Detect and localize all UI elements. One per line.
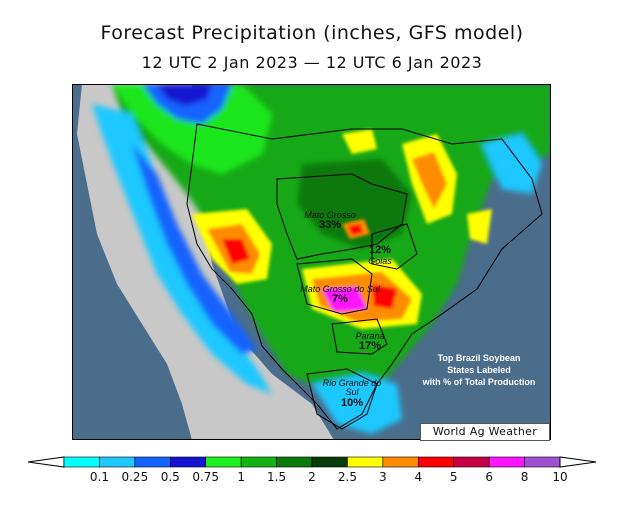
legend-tick-label: 3 [379, 470, 387, 484]
legend-tick-label: 1.5 [267, 470, 287, 484]
rain-red-rondonia [222, 239, 250, 264]
legend-tick-label: 0.5 [160, 470, 180, 484]
legend-tick-label: 2.5 [337, 470, 357, 484]
soybean-note: Top Brazil Soybean States Labeled with %… [404, 352, 554, 388]
note-line-1: Top Brazil Soybean [437, 353, 521, 363]
rain-deepblue-north [157, 84, 212, 106]
legend-swatch [347, 456, 384, 468]
mato-grosso-border [276, 173, 408, 260]
legend-tick-label: 0.1 [89, 470, 109, 484]
legend-tick-label: 0.25 [121, 470, 149, 484]
legend-swatch [99, 456, 136, 468]
legend-swatch [453, 456, 490, 468]
legend-swatch [311, 456, 348, 468]
rain-magenta-ms [322, 287, 367, 312]
legend-swatch [382, 456, 419, 468]
legend-swatch [524, 456, 561, 468]
rain-light-green [112, 84, 272, 174]
legend-tick-label: 4 [414, 470, 423, 484]
legend-swatch [417, 456, 455, 468]
legend-swatch [240, 456, 277, 468]
rain-red-ms [372, 284, 397, 309]
precipitation-legend [27, 456, 597, 468]
legend-tick-label: 6 [485, 470, 493, 484]
rain-yellow-north [342, 129, 377, 154]
legend-swatch [205, 456, 242, 468]
state-label-mato-grosso-do-sul: Mato Grosso do Sul 7% [300, 284, 380, 306]
rain-orange-ne [412, 152, 447, 209]
legend-swatch [276, 456, 313, 468]
parana-border [331, 318, 388, 355]
map-title: Forecast Precipitation (inches, GFS mode… [100, 22, 524, 44]
legend-swatch [134, 456, 171, 468]
state-label-mato-grosso: Mato Grosso 33% [304, 210, 356, 232]
legend-tick-label: 5 [449, 470, 458, 484]
brazil-outline [186, 123, 543, 430]
ms-border [296, 258, 373, 315]
legend-arrow-high [559, 456, 597, 468]
precipitation-map [72, 84, 551, 440]
state-label-goias: 12% Goias [368, 244, 392, 266]
rain-dark-green-center [297, 159, 412, 249]
rain-blue-west [132, 144, 257, 354]
rain-yellow-east [467, 209, 492, 244]
rain-cyan-south [312, 374, 402, 434]
rain-red-mt [348, 224, 363, 235]
legend-swatch [63, 456, 100, 468]
state-label-rio-grande-do-sul: Rio Grande do Sul 10% [322, 378, 382, 409]
legend-swatch [169, 456, 207, 468]
legend-tick-label: 2 [308, 470, 316, 484]
credit-box: World Ag Weather [420, 423, 550, 441]
legend-tick-label: 10 [552, 470, 568, 484]
map-subtitle: 12 UTC 2 Jan 2023 — 12 UTC 6 Jan 2023 [141, 53, 483, 72]
goias-border [371, 223, 418, 270]
legend-arrow-low [27, 456, 65, 468]
note-line-3: with % of Total Production [422, 377, 536, 388]
note-line-2: States Labeled [447, 365, 511, 376]
legend-tick-label: 1 [237, 470, 245, 484]
legend-swatch [488, 456, 525, 468]
state-label-parana: Parana 17% [355, 331, 385, 353]
rgs-border [306, 368, 378, 430]
rain-cyan-east [482, 134, 542, 194]
legend-tick-label: 8 [520, 470, 529, 484]
rain-cyan-west [92, 104, 272, 394]
legend-tick-label: 0.75 [192, 470, 220, 484]
